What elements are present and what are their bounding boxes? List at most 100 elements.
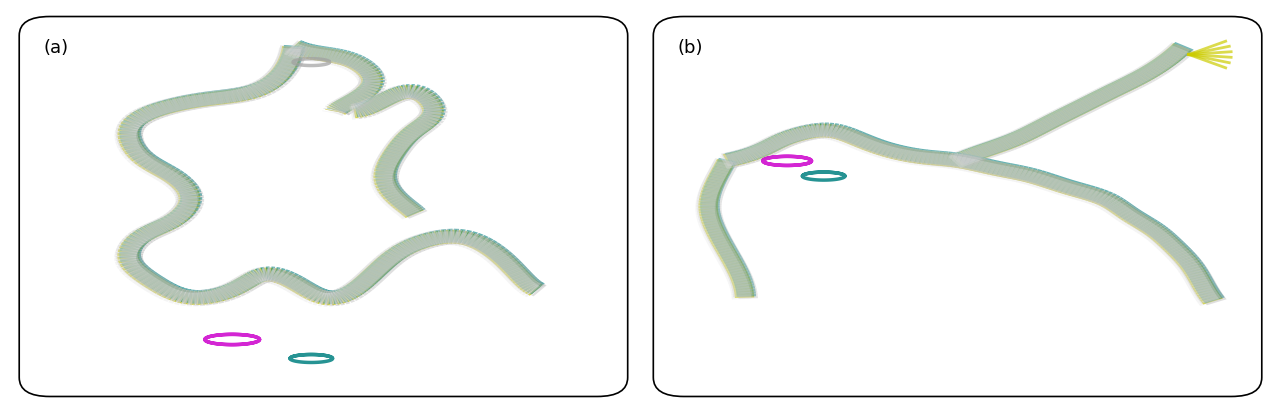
Polygon shape	[1002, 164, 1013, 178]
Polygon shape	[136, 109, 154, 121]
Polygon shape	[705, 183, 725, 189]
Polygon shape	[352, 282, 373, 293]
Polygon shape	[380, 189, 402, 197]
Polygon shape	[401, 211, 420, 219]
Polygon shape	[1075, 185, 1089, 198]
Polygon shape	[862, 136, 876, 149]
Polygon shape	[330, 103, 347, 114]
Polygon shape	[834, 126, 847, 140]
Polygon shape	[703, 182, 724, 188]
Polygon shape	[1162, 241, 1182, 251]
Polygon shape	[1179, 256, 1200, 265]
Polygon shape	[1148, 225, 1167, 235]
Polygon shape	[715, 248, 734, 254]
Polygon shape	[345, 282, 366, 294]
Polygon shape	[751, 145, 766, 157]
Polygon shape	[129, 236, 150, 247]
Polygon shape	[1146, 63, 1164, 74]
Polygon shape	[976, 145, 990, 158]
Polygon shape	[1109, 203, 1129, 214]
Polygon shape	[697, 207, 716, 210]
Polygon shape	[514, 280, 534, 290]
Polygon shape	[1077, 184, 1091, 198]
Polygon shape	[252, 82, 270, 95]
Polygon shape	[959, 151, 974, 164]
Polygon shape	[115, 139, 138, 145]
Polygon shape	[405, 87, 410, 100]
Polygon shape	[500, 259, 521, 269]
Polygon shape	[1172, 44, 1191, 53]
Polygon shape	[149, 225, 165, 237]
Polygon shape	[115, 131, 137, 135]
Polygon shape	[357, 105, 368, 119]
Polygon shape	[354, 104, 364, 118]
Polygon shape	[124, 116, 146, 126]
Polygon shape	[236, 87, 249, 101]
Polygon shape	[379, 183, 401, 189]
Polygon shape	[493, 260, 515, 270]
Polygon shape	[480, 248, 501, 260]
Polygon shape	[1123, 74, 1141, 85]
Polygon shape	[243, 88, 256, 102]
Polygon shape	[975, 159, 988, 173]
Polygon shape	[330, 292, 336, 306]
Polygon shape	[122, 259, 143, 266]
Polygon shape	[804, 124, 815, 138]
Polygon shape	[354, 60, 371, 71]
Polygon shape	[265, 267, 272, 281]
Polygon shape	[1136, 67, 1154, 78]
Polygon shape	[379, 192, 401, 201]
Polygon shape	[163, 176, 183, 187]
Polygon shape	[829, 124, 840, 138]
Polygon shape	[509, 276, 530, 285]
Polygon shape	[1032, 121, 1050, 133]
Polygon shape	[278, 51, 300, 56]
Polygon shape	[378, 181, 400, 186]
Polygon shape	[383, 145, 405, 153]
Polygon shape	[254, 80, 272, 93]
Polygon shape	[1050, 112, 1067, 124]
Polygon shape	[477, 241, 496, 253]
Polygon shape	[921, 151, 930, 165]
Polygon shape	[172, 206, 193, 215]
Polygon shape	[197, 290, 204, 304]
Polygon shape	[1138, 68, 1154, 80]
Polygon shape	[360, 74, 383, 80]
Polygon shape	[492, 255, 512, 265]
Polygon shape	[738, 293, 758, 297]
Polygon shape	[1164, 50, 1184, 59]
Polygon shape	[985, 161, 997, 175]
Polygon shape	[175, 190, 197, 196]
Polygon shape	[1195, 285, 1217, 291]
Polygon shape	[251, 83, 269, 95]
Polygon shape	[1194, 282, 1216, 289]
Polygon shape	[395, 242, 412, 254]
Polygon shape	[386, 249, 405, 261]
Polygon shape	[170, 210, 191, 221]
Polygon shape	[725, 268, 746, 274]
Polygon shape	[1098, 191, 1113, 204]
Polygon shape	[310, 290, 325, 303]
Polygon shape	[241, 85, 254, 100]
Polygon shape	[493, 255, 515, 266]
Polygon shape	[322, 110, 343, 115]
Polygon shape	[715, 242, 735, 249]
Polygon shape	[352, 63, 373, 73]
Polygon shape	[1009, 132, 1026, 145]
Polygon shape	[451, 230, 457, 244]
Polygon shape	[730, 269, 751, 275]
Polygon shape	[1170, 246, 1190, 256]
Polygon shape	[175, 206, 197, 215]
Polygon shape	[927, 150, 935, 164]
Polygon shape	[1136, 217, 1154, 229]
Polygon shape	[1185, 266, 1207, 273]
Polygon shape	[701, 228, 721, 234]
Polygon shape	[400, 209, 419, 218]
Polygon shape	[1196, 290, 1218, 297]
Polygon shape	[826, 123, 835, 138]
Polygon shape	[309, 289, 324, 302]
Polygon shape	[339, 55, 354, 69]
Polygon shape	[402, 205, 421, 215]
Polygon shape	[1198, 289, 1220, 296]
Polygon shape	[388, 250, 407, 262]
